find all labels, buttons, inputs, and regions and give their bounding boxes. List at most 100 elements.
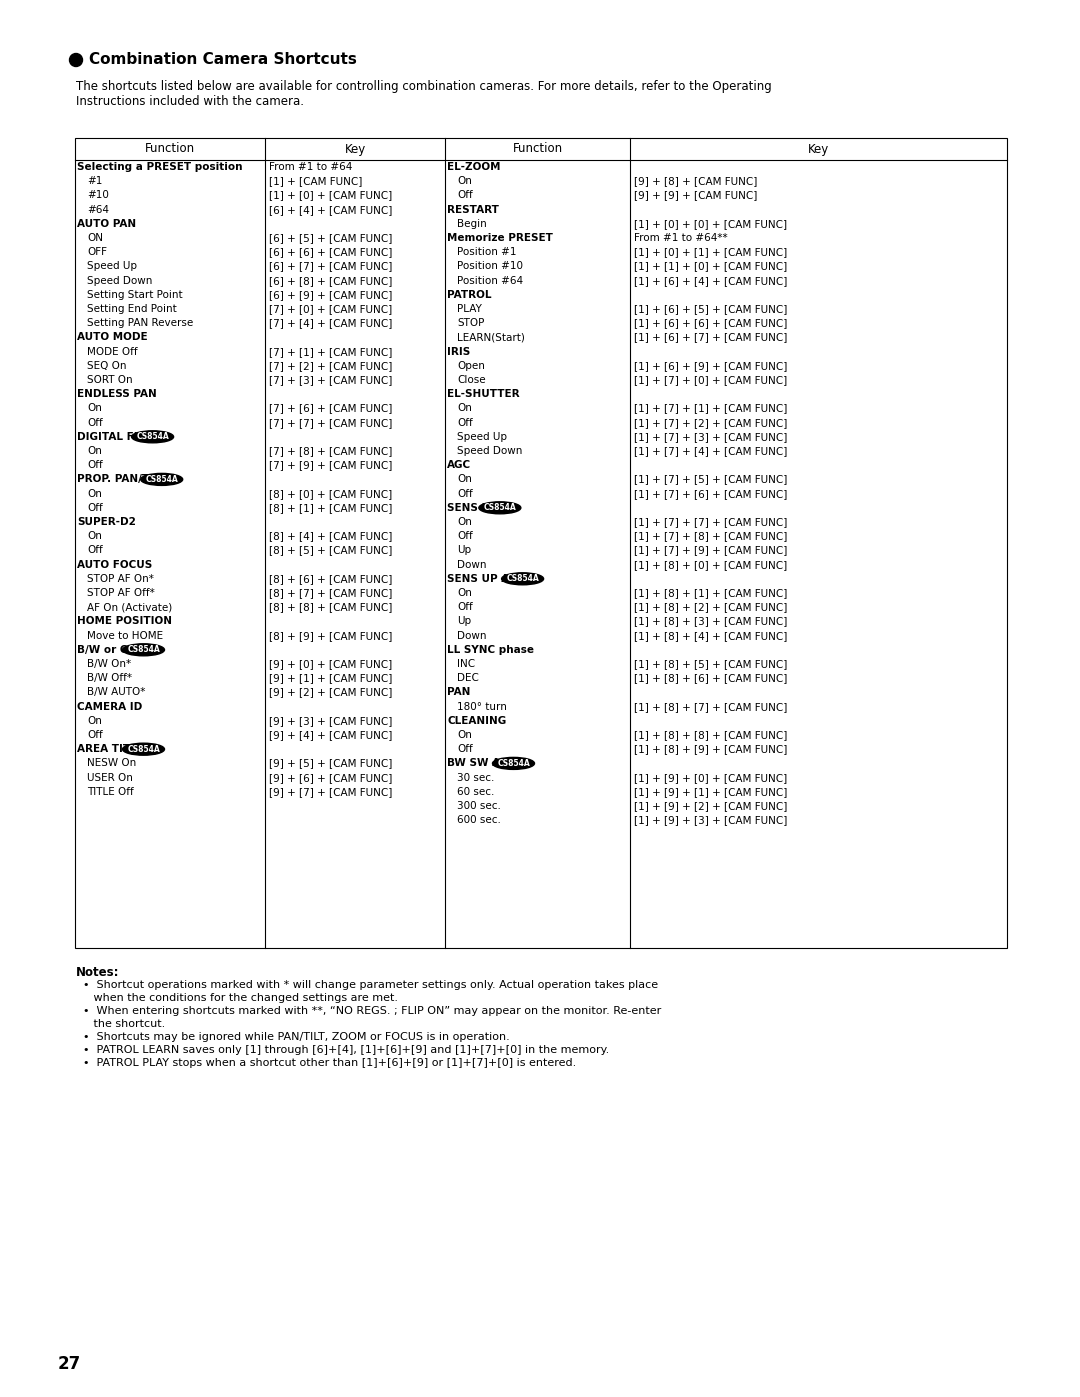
Text: INC: INC (457, 659, 475, 669)
Text: IRIS: IRIS (447, 346, 470, 356)
Text: CS854A: CS854A (127, 645, 160, 654)
Text: On: On (457, 517, 472, 527)
Text: [9] + [0] + [CAM FUNC]: [9] + [0] + [CAM FUNC] (269, 659, 392, 669)
Text: •  PATROL LEARN saves only [1] through [6]+[4], [1]+[6]+[9] and [1]+[7]+[0] in t: • PATROL LEARN saves only [1] through [6… (76, 1045, 609, 1055)
Text: [9] + [3] + [CAM FUNC]: [9] + [3] + [CAM FUNC] (269, 715, 392, 726)
Text: NESW On: NESW On (87, 759, 136, 768)
Text: CS854A: CS854A (136, 432, 168, 441)
Text: Position #64: Position #64 (457, 275, 523, 285)
Ellipse shape (478, 502, 521, 514)
Text: PROP. PAN/TILT: PROP. PAN/TILT (77, 475, 165, 485)
Text: [1] + [7] + [3] + [CAM FUNC]: [1] + [7] + [3] + [CAM FUNC] (634, 432, 787, 441)
Text: [1] + [8] + [0] + [CAM FUNC]: [1] + [8] + [0] + [CAM FUNC] (634, 560, 787, 570)
Text: AREA TITLE: AREA TITLE (77, 745, 144, 754)
Text: [1] + [8] + [7] + [CAM FUNC]: [1] + [8] + [7] + [CAM FUNC] (634, 701, 787, 711)
Text: •  Shortcut operations marked with * will change parameter settings only. Actual: • Shortcut operations marked with * will… (76, 981, 658, 990)
Text: Close: Close (457, 374, 486, 386)
Text: [7] + [2] + [CAM FUNC]: [7] + [2] + [CAM FUNC] (269, 360, 392, 370)
Text: Selecting a PRESET position: Selecting a PRESET position (77, 162, 243, 172)
Text: SENS UP AUTO: SENS UP AUTO (447, 574, 534, 584)
Text: [9] + [6] + [CAM FUNC]: [9] + [6] + [CAM FUNC] (269, 773, 392, 782)
Text: CS854A: CS854A (497, 759, 530, 768)
Text: [6] + [8] + [CAM FUNC]: [6] + [8] + [CAM FUNC] (269, 275, 392, 285)
Text: [1] + [7] + [1] + [CAM FUNC]: [1] + [7] + [1] + [CAM FUNC] (634, 404, 787, 414)
Text: [1] + [8] + [9] + [CAM FUNC]: [1] + [8] + [9] + [CAM FUNC] (634, 745, 787, 754)
Text: [1] + [6] + [6] + [CAM FUNC]: [1] + [6] + [6] + [CAM FUNC] (634, 319, 787, 328)
Text: SUPER-D2: SUPER-D2 (77, 517, 136, 527)
Text: [1] + [0] + [0] + [CAM FUNC]: [1] + [0] + [0] + [CAM FUNC] (634, 219, 787, 229)
Text: DEC: DEC (457, 673, 478, 683)
Ellipse shape (501, 573, 543, 585)
Text: Off: Off (87, 503, 103, 513)
Text: CS854A: CS854A (507, 574, 539, 584)
Text: [9] + [8] + [CAM FUNC]: [9] + [8] + [CAM FUNC] (634, 176, 757, 186)
Text: On: On (457, 588, 472, 598)
Text: Off: Off (457, 745, 473, 754)
Text: On: On (87, 715, 102, 726)
Text: [1] + [7] + [4] + [CAM FUNC]: [1] + [7] + [4] + [CAM FUNC] (634, 446, 787, 455)
Text: [7] + [1] + [CAM FUNC]: [7] + [1] + [CAM FUNC] (269, 346, 392, 356)
Text: AUTO PAN: AUTO PAN (77, 219, 136, 229)
Text: RESTART: RESTART (447, 204, 499, 215)
Text: PATROL: PATROL (447, 289, 491, 300)
Text: Off: Off (457, 531, 473, 541)
Text: [8] + [7] + [CAM FUNC]: [8] + [7] + [CAM FUNC] (269, 588, 392, 598)
Text: Speed Up: Speed Up (87, 261, 137, 271)
Text: The shortcuts listed below are available for controlling combination cameras. Fo: The shortcuts listed below are available… (76, 80, 772, 94)
Text: #10: #10 (87, 190, 109, 200)
Text: [7] + [0] + [CAM FUNC]: [7] + [0] + [CAM FUNC] (269, 305, 392, 314)
Text: STOP AF On*: STOP AF On* (87, 574, 153, 584)
Text: [6] + [4] + [CAM FUNC]: [6] + [4] + [CAM FUNC] (269, 204, 392, 215)
Text: PAN: PAN (447, 687, 471, 697)
Text: [1] + [8] + [2] + [CAM FUNC]: [1] + [8] + [2] + [CAM FUNC] (634, 602, 787, 612)
Text: Key: Key (808, 142, 829, 155)
Text: 27: 27 (58, 1355, 81, 1373)
Text: LL SYNC phase: LL SYNC phase (447, 645, 534, 655)
Text: [9] + [1] + [CAM FUNC]: [9] + [1] + [CAM FUNC] (269, 673, 392, 683)
Text: Down: Down (457, 560, 486, 570)
Text: CS854A: CS854A (484, 503, 516, 513)
Text: [8] + [1] + [CAM FUNC]: [8] + [1] + [CAM FUNC] (269, 503, 392, 513)
Text: On: On (87, 531, 102, 541)
Text: [7] + [8] + [CAM FUNC]: [7] + [8] + [CAM FUNC] (269, 446, 392, 455)
Text: [1] + [6] + [5] + [CAM FUNC]: [1] + [6] + [5] + [CAM FUNC] (634, 305, 787, 314)
Text: Open: Open (457, 360, 485, 370)
Text: [6] + [5] + [CAM FUNC]: [6] + [5] + [CAM FUNC] (269, 233, 392, 243)
Text: [1] + [8] + [3] + [CAM FUNC]: [1] + [8] + [3] + [CAM FUNC] (634, 616, 787, 626)
Text: CLEANING: CLEANING (447, 715, 507, 726)
Text: [1] + [6] + [4] + [CAM FUNC]: [1] + [6] + [4] + [CAM FUNC] (634, 275, 787, 285)
Text: [8] + [4] + [CAM FUNC]: [8] + [4] + [CAM FUNC] (269, 531, 392, 541)
Circle shape (69, 53, 82, 67)
Text: Memorize PRESET: Memorize PRESET (447, 233, 553, 243)
Text: Off: Off (457, 489, 473, 499)
Text: USER On: USER On (87, 773, 133, 782)
Text: AGC: AGC (447, 460, 471, 471)
Text: HOME POSITION: HOME POSITION (77, 616, 172, 626)
Text: [1] + [7] + [9] + [CAM FUNC]: [1] + [7] + [9] + [CAM FUNC] (634, 545, 787, 556)
Text: Speed Down: Speed Down (457, 446, 523, 455)
Text: [7] + [4] + [CAM FUNC]: [7] + [4] + [CAM FUNC] (269, 319, 392, 328)
Text: CAMERA ID: CAMERA ID (77, 701, 143, 711)
Text: Off: Off (457, 190, 473, 200)
Text: PLAY: PLAY (457, 305, 482, 314)
Text: [1] + [8] + [5] + [CAM FUNC]: [1] + [8] + [5] + [CAM FUNC] (634, 659, 787, 669)
Text: [1] + [8] + [6] + [CAM FUNC]: [1] + [8] + [6] + [CAM FUNC] (634, 673, 787, 683)
Text: On: On (457, 731, 472, 740)
Text: [1] + [1] + [0] + [CAM FUNC]: [1] + [1] + [0] + [CAM FUNC] (634, 261, 787, 271)
Text: •  Shortcuts may be ignored while PAN/TILT, ZOOM or FOCUS is in operation.: • Shortcuts may be ignored while PAN/TIL… (76, 1032, 510, 1042)
Text: [1] + [7] + [8] + [CAM FUNC]: [1] + [7] + [8] + [CAM FUNC] (634, 531, 787, 541)
Text: #1: #1 (87, 176, 103, 186)
Text: LEARN(Start): LEARN(Start) (457, 332, 525, 342)
Text: MODE Off: MODE Off (87, 346, 137, 356)
Text: 180° turn: 180° turn (457, 701, 507, 711)
Text: 300 sec.: 300 sec. (457, 800, 501, 812)
Bar (75, 138, 1007, 949)
Text: [1] + [0] + [1] + [CAM FUNC]: [1] + [0] + [1] + [CAM FUNC] (634, 247, 787, 257)
Text: BW SW AUTO: BW SW AUTO (447, 759, 524, 768)
Text: [1] + [0] + [CAM FUNC]: [1] + [0] + [CAM FUNC] (269, 190, 392, 200)
Text: ENDLESS PAN: ENDLESS PAN (77, 390, 157, 400)
Text: [1] + [8] + [1] + [CAM FUNC]: [1] + [8] + [1] + [CAM FUNC] (634, 588, 787, 598)
Text: SEQ On: SEQ On (87, 360, 126, 370)
Text: Position #1: Position #1 (457, 247, 516, 257)
Text: TITLE Off: TITLE Off (87, 787, 134, 796)
